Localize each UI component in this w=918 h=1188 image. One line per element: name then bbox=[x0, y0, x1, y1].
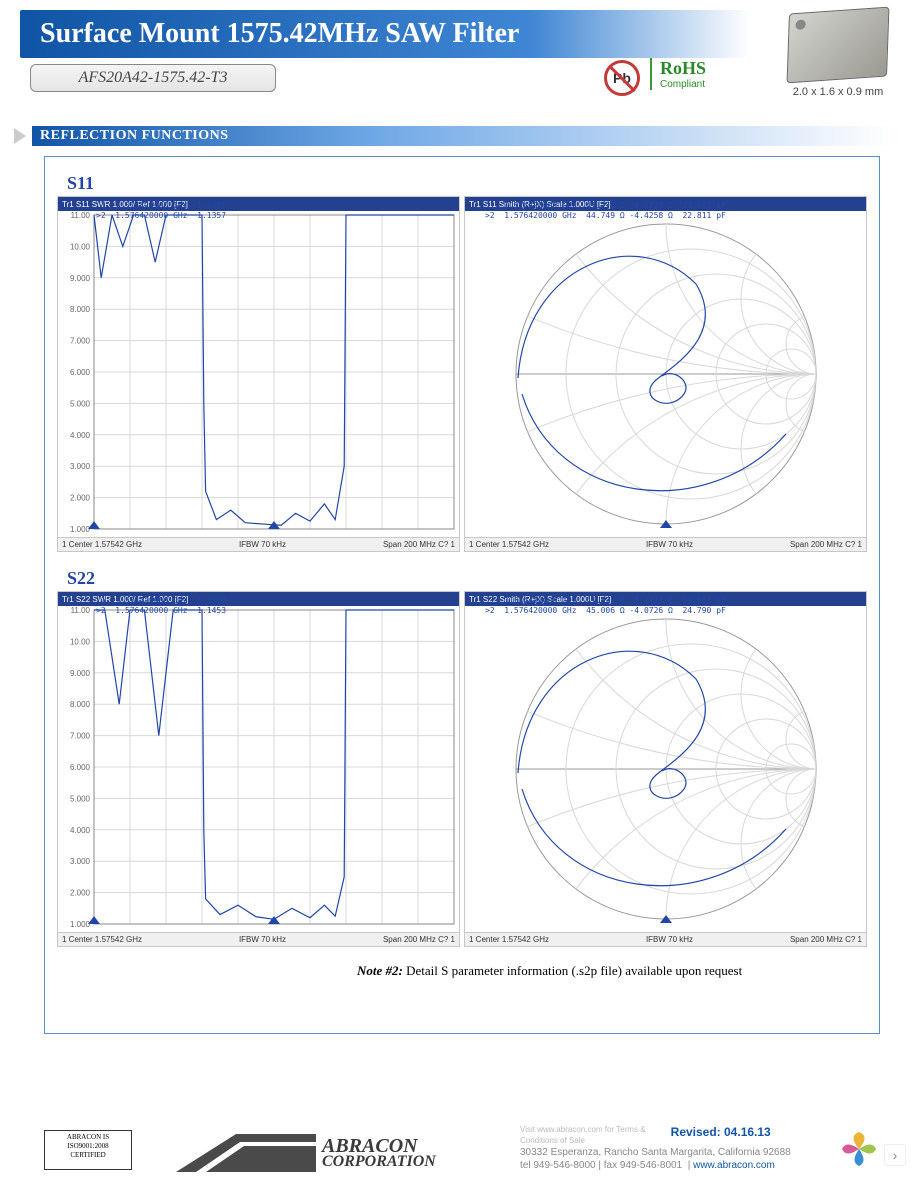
footer-mid: IFBW 70 kHz bbox=[646, 935, 693, 944]
svg-text:1.000: 1.000 bbox=[70, 920, 91, 929]
footer-right: Span 200 MHz C? 1 bbox=[383, 935, 455, 944]
svg-text:5.000: 5.000 bbox=[70, 794, 91, 803]
svg-text:3.000: 3.000 bbox=[70, 857, 91, 866]
footer-mid: IFBW 70 kHz bbox=[239, 935, 286, 944]
svg-text:7.000: 7.000 bbox=[70, 732, 91, 741]
rohs-subtitle: Compliant bbox=[660, 79, 706, 90]
package-illustration: 2.0 x 1.6 x 0.9 mm bbox=[768, 6, 908, 102]
note-body: Detail S parameter information (.s2p fil… bbox=[403, 963, 742, 978]
footer-left: 1 Center 1.57542 GHz bbox=[62, 540, 142, 549]
footer-left: 1 Center 1.57542 GHz bbox=[469, 540, 549, 549]
part-number-text: AFS20A42-1575.42-T3 bbox=[79, 69, 228, 87]
svg-text:6.000: 6.000 bbox=[70, 763, 91, 772]
s11-smith-plot: Tr1 S11 Smith (R+jX) Scale 1.000U [F2] 1… bbox=[464, 196, 867, 552]
svg-text:9.000: 9.000 bbox=[70, 669, 91, 678]
rohs-title: RoHS bbox=[660, 58, 706, 79]
svg-text:6.000: 6.000 bbox=[70, 368, 91, 377]
content-frame: S11 Tr1 S11 SWR 1.000/ Ref 1.000 [F2] 11… bbox=[44, 156, 880, 1034]
s22-row: Tr1 S22 SWR 1.000/ Ref 1.000 [F2] 11.001… bbox=[57, 591, 867, 947]
s11-swr-plot: Tr1 S11 SWR 1.000/ Ref 1.000 [F2] 11.001… bbox=[57, 196, 460, 552]
svg-text:1.000: 1.000 bbox=[70, 525, 91, 534]
pb-free-icon: Pb bbox=[604, 60, 640, 96]
svg-text:4.000: 4.000 bbox=[70, 826, 91, 835]
footer-mid: IFBW 70 kHz bbox=[646, 540, 693, 549]
section-arrow-icon bbox=[14, 128, 26, 144]
s22-swr-footer: 1 Center 1.57542 GHz IFBW 70 kHz Span 20… bbox=[58, 932, 459, 946]
s22-smith-footer: 1 Center 1.57542 GHz IFBW 70 kHz Span 20… bbox=[465, 932, 866, 946]
svg-text:9.000: 9.000 bbox=[70, 274, 91, 283]
footer-left: 1 Center 1.57542 GHz bbox=[469, 935, 549, 944]
footer-left: 1 Center 1.57542 GHz bbox=[62, 935, 142, 944]
footer-address: 30332 Esperanza, Rancho Santa Margarita,… bbox=[520, 1146, 791, 1159]
footer-info: Revised: 04.16.13 Visit www.abracon.com … bbox=[520, 1125, 791, 1172]
s22-smith-plot: Tr1 S22 Smith (R+jX) Scale 1.000U [F2] 1… bbox=[464, 591, 867, 947]
page-title: Surface Mount 1575.42MHz SAW Filter bbox=[40, 18, 519, 50]
next-page-button[interactable]: › bbox=[884, 1144, 906, 1166]
footer-right: Span 200 MHz C? 1 bbox=[383, 540, 455, 549]
company-logo: ABRACON CORPORATION bbox=[176, 1134, 436, 1172]
s22-smith-markers: 1 1.574420000 GHz 41.522 Ω -4.2712 Ω 23.… bbox=[485, 596, 726, 617]
logo-bottom: CORPORATION bbox=[322, 1155, 436, 1169]
svg-text:11.00: 11.00 bbox=[71, 606, 91, 615]
svg-text:11.00: 11.00 bbox=[71, 211, 91, 220]
s11-smith-markers: 1 1.574420000 GHz 41.279 Ω -4.2723 Ω 23.… bbox=[485, 201, 726, 222]
s11-swr-footer: 1 Center 1.57542 GHz IFBW 70 kHz Span 20… bbox=[58, 537, 459, 551]
svg-text:5.000: 5.000 bbox=[70, 399, 91, 408]
package-dimensions: 2.0 x 1.6 x 0.9 mm bbox=[768, 86, 908, 98]
s11-label: S11 bbox=[67, 173, 867, 194]
footer-right: Span 200 MHz C? 1 bbox=[790, 540, 862, 549]
svg-text:10.00: 10.00 bbox=[70, 242, 91, 251]
footer-phone: tel 949-546-8000 | fax 949-546-8001 bbox=[520, 1160, 682, 1171]
s11-row: Tr1 S11 SWR 1.000/ Ref 1.000 [F2] 11.001… bbox=[57, 196, 867, 552]
company-name: ABRACON CORPORATION bbox=[322, 1137, 436, 1169]
footer-web-link[interactable]: www.abracon.com bbox=[693, 1160, 775, 1171]
abracon-a-icon bbox=[176, 1134, 316, 1172]
footer-right: Span 200 MHz C? 1 bbox=[790, 935, 862, 944]
title-band: Surface Mount 1575.42MHz SAW Filter bbox=[20, 10, 750, 58]
iso-cert-box: ABRACON IS ISO9001:2008 CERTIFIED bbox=[44, 1130, 132, 1170]
chip-icon bbox=[787, 7, 890, 84]
svg-text:2.000: 2.000 bbox=[70, 494, 91, 503]
part-number-badge: AFS20A42-1575.42-T3 bbox=[30, 64, 276, 92]
s22-swr-plot: Tr1 S22 SWR 1.000/ Ref 1.000 [F2] 11.001… bbox=[57, 591, 460, 947]
s22-swr-markers: 1 1.574420000 GHz 1.2314 >2 1.576420000 … bbox=[96, 596, 226, 617]
rohs-block: RoHS Compliant bbox=[650, 58, 706, 90]
note-line: Note #2: Detail S parameter information … bbox=[357, 963, 867, 979]
svg-text:7.000: 7.000 bbox=[70, 337, 91, 346]
footer: ABRACON IS ISO9001:2008 CERTIFIED ABRACO… bbox=[0, 1116, 918, 1178]
svg-text:4.000: 4.000 bbox=[70, 431, 91, 440]
svg-text:3.000: 3.000 bbox=[70, 462, 91, 471]
svg-text:8.000: 8.000 bbox=[70, 700, 91, 709]
footer-mid: IFBW 70 kHz bbox=[239, 540, 286, 549]
s22-label: S22 bbox=[67, 568, 867, 589]
svg-text:8.000: 8.000 bbox=[70, 305, 91, 314]
svg-text:10.00: 10.00 bbox=[70, 637, 91, 646]
pb-text: Pb bbox=[613, 70, 631, 86]
note-label: Note #2: bbox=[357, 963, 403, 978]
svg-text:2.000: 2.000 bbox=[70, 889, 91, 898]
section-title: REFLECTION FUNCTIONS bbox=[40, 128, 229, 144]
revised-date: Revised: 04.16.13 bbox=[671, 1125, 771, 1141]
flower-icon bbox=[840, 1130, 878, 1168]
s11-smith-footer: 1 Center 1.57542 GHz IFBW 70 kHz Span 20… bbox=[465, 537, 866, 551]
s11-swr-markers: 1 1.574420000 GHz 1.1381 >2 1.576420000 … bbox=[96, 201, 226, 222]
cert-text: ABRACON IS ISO9001:2008 CERTIFIED bbox=[67, 1133, 109, 1159]
section-heading: REFLECTION FUNCTIONS bbox=[32, 126, 892, 146]
